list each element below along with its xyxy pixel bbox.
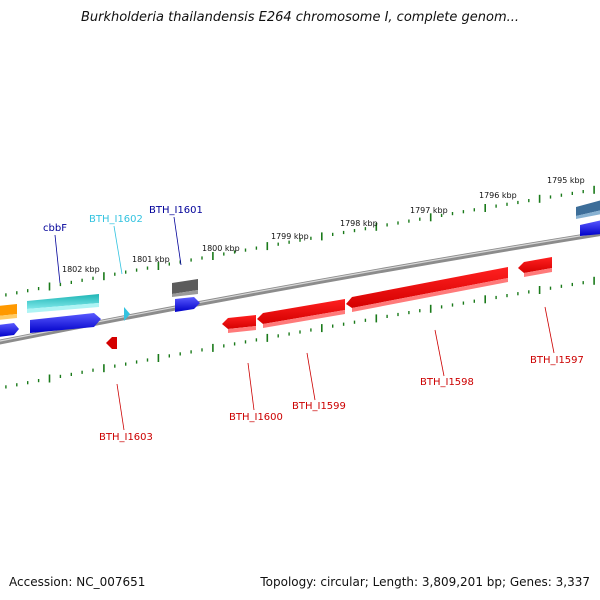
gene-label-cbbF[interactable]: cbbF bbox=[43, 223, 67, 234]
feature-BTH_I1601-gray[interactable] bbox=[172, 279, 198, 297]
accession-text: Accession: NC_007651 bbox=[9, 575, 146, 589]
gene-label-BTH_I1600[interactable]: BTH_I1600 bbox=[229, 412, 283, 423]
scale-label-1802: 1802 kbp bbox=[62, 265, 100, 274]
feature-BTH_I1603[interactable] bbox=[106, 337, 117, 349]
feature-BTH_I1599[interactable] bbox=[257, 299, 345, 328]
scale-label-1798: 1798 kbp bbox=[340, 219, 378, 228]
feature-BTH_I1598[interactable] bbox=[346, 267, 508, 312]
inner-tick-ring bbox=[5, 276, 595, 389]
feature-blue-right-edge[interactable] bbox=[580, 220, 600, 236]
scale-label-1795: 1795 kbp bbox=[547, 176, 585, 185]
feature-BTH_I1597[interactable] bbox=[518, 257, 552, 277]
feature-cbbF[interactable] bbox=[27, 294, 99, 313]
gene-label-BTH_I1599[interactable]: BTH_I1599 bbox=[292, 401, 346, 412]
gene-label-BTH_I1598[interactable]: BTH_I1598 bbox=[420, 377, 474, 388]
feature-BTH_I1601[interactable] bbox=[175, 297, 200, 312]
feature-steel-edge[interactable] bbox=[576, 200, 600, 219]
scale-label-1800: 1800 kbp bbox=[202, 244, 240, 253]
topology-summary: Topology: circular; Length: 3,809,201 bp… bbox=[260, 575, 590, 589]
feature-BTH_I1602[interactable] bbox=[124, 307, 130, 321]
gene-label-BTH_I1602[interactable]: BTH_I1602 bbox=[89, 214, 143, 225]
feature-orange-edge[interactable] bbox=[0, 304, 17, 320]
gene-label-BTH_I1603[interactable]: BTH_I1603 bbox=[99, 432, 153, 443]
feature-blue-edge[interactable] bbox=[0, 323, 19, 337]
outer-tick-ring bbox=[5, 185, 595, 297]
gene-label-BTH_I1597[interactable]: BTH_I1597 bbox=[530, 355, 584, 366]
feature-blue-cbbF[interactable] bbox=[30, 313, 101, 333]
gene-leader-lines bbox=[54, 216, 555, 431]
scale-label-1796: 1796 kbp bbox=[479, 191, 517, 200]
feature-BTH_I1600[interactable] bbox=[222, 315, 256, 333]
scale-label-1801: 1801 kbp bbox=[132, 255, 170, 264]
gene-label-BTH_I1601[interactable]: BTH_I1601 bbox=[149, 205, 203, 216]
scale-label-1799: 1799 kbp bbox=[271, 232, 309, 241]
scale-label-1797: 1797 kbp bbox=[410, 206, 448, 215]
map-title: Burkholderia thailandensis E264 chromoso… bbox=[80, 10, 520, 25]
